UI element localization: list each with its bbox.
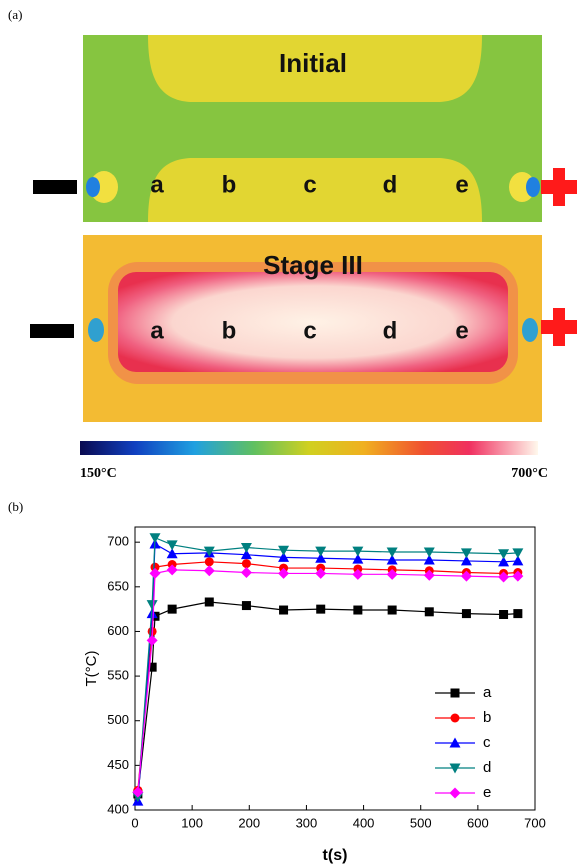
point-label: e (455, 171, 468, 198)
x-axis-label: t(s) (323, 847, 348, 864)
x-tick-label: 100 (181, 815, 203, 830)
point-label: c (303, 171, 316, 198)
series-line (138, 570, 518, 792)
data-point (204, 565, 215, 576)
y-tick-label: 700 (107, 534, 129, 549)
point-label: b (222, 317, 237, 344)
y-tick-label: 550 (107, 668, 129, 683)
y-axis-label: T(°C) (83, 651, 100, 687)
data-point (205, 557, 214, 566)
data-point (168, 605, 177, 614)
figure: (a) (b) Initial Stage III 150°C 700°C ab… (0, 0, 579, 868)
series-line (138, 544, 518, 801)
colorbar (80, 441, 538, 455)
minus-sign (33, 180, 77, 194)
legend-label: a (483, 684, 492, 701)
legend-marker (450, 788, 461, 799)
point-label: d (383, 317, 398, 344)
colorbar-label: 150°C (80, 466, 117, 481)
point-label: a (150, 317, 164, 344)
plus-sign (541, 308, 577, 346)
legend-label: b (483, 709, 491, 726)
series-line (138, 602, 518, 794)
legend-label: e (483, 784, 491, 801)
x-tick-label: 600 (467, 815, 489, 830)
data-point (279, 606, 288, 615)
point-label: d (383, 171, 398, 198)
x-tick-label: 700 (524, 815, 546, 830)
plus-sign (541, 168, 577, 206)
image-title: Initial (279, 48, 347, 78)
y-tick-label: 450 (107, 757, 129, 772)
data-point (150, 568, 161, 579)
image-title: Stage III (263, 250, 363, 280)
legend-marker (451, 714, 460, 723)
data-point (241, 567, 252, 578)
data-point (499, 610, 508, 619)
minus-sign (30, 324, 74, 338)
data-point (513, 609, 522, 618)
y-tick-label: 400 (107, 801, 129, 816)
colorbar-label: 700°C (511, 466, 548, 481)
data-point (242, 559, 251, 568)
data-point (462, 609, 471, 618)
data-point (147, 600, 158, 610)
point-label: b (222, 171, 237, 198)
y-tick-label: 600 (107, 623, 129, 638)
y-tick-label: 500 (107, 712, 129, 727)
y-tick-label: 650 (107, 578, 129, 593)
panel-label: (a) (8, 7, 22, 22)
data-point (353, 606, 362, 615)
series-line (138, 562, 518, 791)
x-tick-label: 0 (131, 815, 138, 830)
data-point (150, 533, 161, 543)
x-tick-label: 200 (238, 815, 260, 830)
point-label: e (455, 317, 468, 344)
legend-marker (451, 689, 460, 698)
x-tick-label: 400 (353, 815, 375, 830)
data-point (205, 597, 214, 606)
legend-label: d (483, 759, 491, 776)
point-label: a (150, 171, 164, 198)
data-point (147, 635, 158, 646)
data-point (316, 605, 325, 614)
panel-label: (b) (8, 499, 23, 514)
legend-label: c (483, 734, 491, 751)
x-tick-label: 500 (410, 815, 432, 830)
data-point (242, 601, 251, 610)
data-point (388, 606, 397, 615)
data-point (425, 607, 434, 616)
point-label: c (303, 317, 316, 344)
x-tick-label: 300 (296, 815, 318, 830)
